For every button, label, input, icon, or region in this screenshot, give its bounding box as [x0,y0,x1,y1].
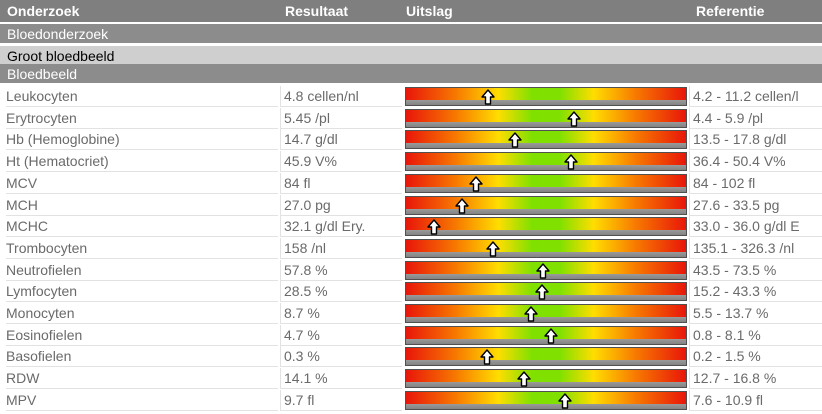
test-result: 28.5 % [280,281,402,303]
test-result: 57.8 % [280,259,402,281]
test-result: 0.3 % [280,346,402,368]
table-header: Onderzoek Resultaat Uitslag Referentie [0,0,822,22]
test-name: Hb (Hemoglobine) [6,129,278,151]
section-panel-label: Groot bloedbeeld [7,48,115,64]
test-result: 4.7 % [280,324,402,346]
test-reference: 4.2 - 11.2 cellen/l [689,86,822,107]
test-name: Eosinofielen [6,325,278,346]
result-gauge [405,108,687,128]
table-row: Erytrocyten 5.45 /pl 4.4 - 5.9 /pl [0,107,822,130]
result-gauge [405,260,687,280]
table-row: MCV 84 fl 84 - 102 fl [0,172,822,195]
test-name: MCH [6,195,278,216]
result-gauge [405,325,687,345]
test-name: Neutrofielen [6,260,278,281]
test-reference: 135.1 - 326.3 /nl [689,237,822,259]
test-reference: 7.6 - 10.9 fl [689,389,822,411]
result-gauge [405,369,687,389]
test-result: 32.1 g/dl Ery. [280,216,402,238]
test-reference: 15.2 - 43.3 % [689,281,822,303]
test-name: Erytrocyten [6,108,278,129]
result-gauge [405,347,687,367]
test-result: 14.1 % [280,368,402,390]
test-reference: 27.6 - 33.5 pg [689,194,822,216]
table-row: Leukocyten 4.8 cellen/nl 4.2 - 11.2 cellen… [0,86,822,108]
test-name: Basofielen [6,346,278,368]
table-row: Lymfocyten 28.5 % 15.2 - 43.3 % [0,281,822,303]
table-row: Neutrofielen 57.8 % 43.5 - 73.5 % [0,259,822,282]
test-result: 4.8 cellen/nl [280,86,402,107]
section-subpanel: Bloedbeeld [0,64,822,83]
table-row: MCH 27.0 pg 27.6 - 33.5 pg [0,194,822,217]
test-result: 45.9 V% [280,151,402,173]
test-result: 84 fl [280,172,402,194]
test-result: 27.0 pg [280,194,402,216]
result-gauge [405,87,687,106]
result-gauge [405,217,687,237]
test-reference: 4.4 - 5.9 /pl [689,107,822,129]
result-gauge [405,390,687,410]
test-reference: 13.5 - 17.8 g/dl [689,129,822,151]
test-reference: 0.8 - 8.1 % [689,324,822,346]
result-gauge [405,173,687,193]
header-chart: Uitslag [406,3,453,19]
test-result: 5.45 /pl [280,107,402,129]
test-name: RDW [6,368,278,390]
table-row: Trombocyten 158 /nl 135.1 - 326.3 /nl [0,237,822,260]
header-reference: Referentie [696,3,765,19]
result-gauge [405,152,687,172]
table-row: Basofielen 0.3 % 0.2 - 1.5 % [0,346,822,368]
test-name: Leukocyten [6,86,278,107]
result-gauge [405,130,687,150]
result-gauge [405,304,687,323]
test-name: Trombocyten [6,238,278,259]
test-result: 14.7 g/dl [280,129,402,151]
header-result: Resultaat [285,3,349,19]
test-name: MCHC [6,216,278,238]
test-name: MCV [6,173,278,194]
test-result: 8.7 % [280,303,402,324]
section-group: Bloedonderzoek [0,24,822,43]
test-name: MPV [6,390,278,411]
test-reference: 84 - 102 fl [689,172,822,194]
result-gauge [405,282,687,302]
table-row: Hb (Hemoglobine) 14.7 g/dl 13.5 - 17.8 g/d… [0,129,822,151]
section-subpanel-label: Bloedbeeld [7,66,78,82]
table-row: Eosinofielen 4.7 % 0.8 - 8.1 % [0,324,822,347]
test-reference: 0.2 - 1.5 % [689,346,822,368]
test-reference: 43.5 - 73.5 % [689,259,822,281]
section-panel: Groot bloedbeeld [0,46,822,65]
table-row: MCHC 32.1 g/dl Ery. 33.0 - 36.0 g/dl E [0,216,822,238]
test-name: Ht (Hematocriet) [6,151,278,173]
test-result: 158 /nl [280,237,402,259]
test-reference: 5.5 - 13.7 % [689,303,822,324]
table-row: Ht (Hematocriet) 45.9 V% 36.4 - 50.4 V% [0,151,822,173]
test-reference: 36.4 - 50.4 V% [689,151,822,173]
test-result: 9.7 fl [280,389,402,411]
table-row: RDW 14.1 % 12.7 - 16.8 % [0,368,822,390]
test-name: Monocyten [6,303,278,324]
test-reference: 12.7 - 16.8 % [689,368,822,390]
test-name: Lymfocyten [6,281,278,303]
table-row: MPV 9.7 fl 7.6 - 10.9 fl [0,389,822,412]
result-gauge [405,238,687,258]
section-group-label: Bloedonderzoek [7,26,109,42]
test-reference: 33.0 - 36.0 g/dl E [689,216,822,238]
table-row: Monocyten 8.7 % 5.5 - 13.7 % [0,303,822,325]
header-test: Onderzoek [7,3,80,19]
result-gauge [405,195,687,215]
